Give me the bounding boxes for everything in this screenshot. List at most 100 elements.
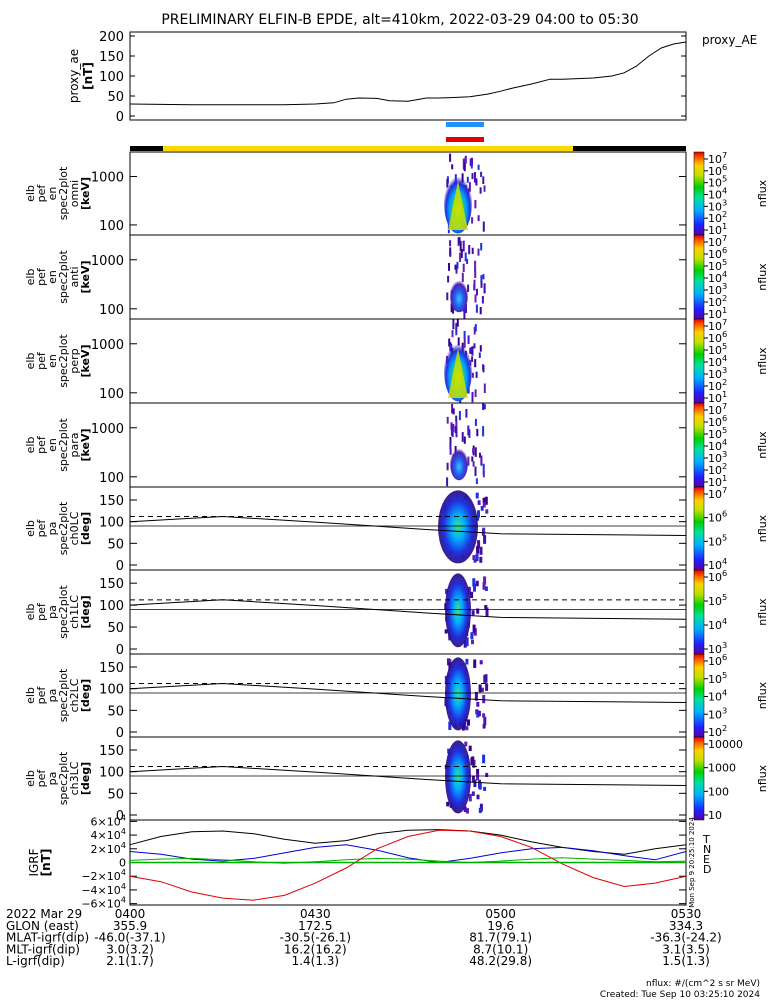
flux-speckle — [451, 404, 454, 414]
colorbar — [693, 486, 705, 571]
flux-speckle — [465, 658, 469, 665]
flux-speckle — [482, 274, 485, 280]
colorbar-label: nflux — [756, 179, 769, 207]
colorbar-tick-label: 105 — [708, 592, 727, 608]
y-tick-label: 100 — [99, 766, 124, 781]
flux-speckle — [476, 701, 480, 707]
colorbar-tick-label: 107 — [708, 317, 727, 333]
y-label-line: ch0LC — [68, 511, 81, 545]
flux-speckle — [472, 578, 476, 587]
flux-speckle — [467, 388, 470, 394]
flux-speckle — [449, 153, 452, 162]
flux-speckle — [480, 687, 484, 693]
row-value: 19.6 — [487, 919, 514, 933]
flux-speckle — [483, 185, 486, 192]
colorbar-tick-label: 104 — [708, 556, 727, 572]
y-label-line: ch3LC — [68, 761, 81, 795]
flux-speckle — [471, 247, 474, 255]
y-label-line: pef — [35, 602, 48, 621]
colorbar-tick-label: 106 — [708, 509, 727, 525]
flux-speckle — [468, 182, 471, 192]
flux-speckle — [479, 452, 481, 458]
y-tick-label: 0 — [116, 726, 124, 741]
flux-speckle — [462, 240, 465, 252]
flux-speckle — [482, 470, 485, 478]
flux-speckle — [484, 605, 488, 610]
flux-speckle — [483, 675, 487, 683]
flux-speckle — [482, 695, 486, 704]
flux-speckle — [472, 624, 476, 634]
colorbar-tick-label: 103 — [708, 197, 727, 213]
y-label-line: pef — [35, 351, 48, 370]
colorbar-tick-label: 101 — [708, 305, 727, 321]
flux-speckle — [474, 359, 477, 368]
proxy-ae-line — [129, 41, 687, 106]
flux-speckle — [484, 496, 488, 505]
flux-speckle — [473, 659, 477, 668]
y-label-line: pa — [46, 522, 59, 536]
flux-speckle — [473, 558, 477, 563]
flux-speckle — [471, 775, 475, 783]
flux-speckle — [446, 416, 449, 424]
panel-frame — [129, 151, 687, 236]
flux-speckle — [462, 263, 465, 272]
y-label-line: [deg] — [79, 679, 92, 712]
flux-speckle — [480, 280, 483, 288]
flux-speckle — [455, 322, 458, 331]
row-label: 2022 Mar 29 — [6, 907, 82, 921]
row-value: 0500 — [485, 907, 516, 921]
y-tick-label: 150 — [99, 577, 124, 592]
colorbar-label-text: nflux — [756, 764, 769, 792]
colorbar-tick-label: 103 — [708, 281, 727, 297]
colorbar-tick-label: 105 — [708, 532, 727, 548]
flux-speckle — [449, 440, 452, 446]
flux-speckle — [482, 724, 486, 729]
flux-speckle — [478, 352, 481, 359]
flux-speckle — [471, 346, 474, 356]
flux-speckle — [464, 741, 468, 747]
flux-speckle — [450, 303, 453, 313]
flux-speckle — [471, 356, 474, 362]
flux-speckle — [473, 279, 476, 291]
row-value: 1.5(1.3) — [662, 954, 710, 968]
y-tick-label: 100 — [99, 387, 124, 402]
y-label-line: pef — [35, 184, 48, 203]
y-label-line: [keV] — [79, 344, 92, 377]
series-label: proxy_AE — [702, 33, 757, 47]
flux-speckle — [449, 240, 452, 247]
flux-speckle — [468, 745, 472, 752]
flux-speckle — [482, 221, 485, 232]
flux-speckle — [474, 324, 477, 332]
flux-speckle — [465, 409, 468, 418]
panel-frame — [129, 234, 687, 320]
flux-speckle — [475, 371, 478, 378]
flux-speckle — [467, 456, 470, 466]
row-value: 355.9 — [113, 919, 147, 933]
flux-speckle — [477, 540, 481, 549]
flux-speckle — [477, 500, 481, 505]
flux-speckle — [483, 383, 486, 394]
flux-speckle — [483, 535, 487, 544]
y-tick-label: 100 — [99, 219, 124, 234]
flux-speckle — [466, 176, 469, 183]
flux-speckle — [480, 455, 483, 466]
flux-speckle — [472, 555, 476, 561]
flux-speckle — [476, 428, 479, 437]
y-tick-label: 50 — [107, 537, 124, 552]
flux-speckle — [448, 721, 452, 730]
y-tick-label: 50 — [107, 704, 124, 719]
colorbar-label-text: nflux — [756, 179, 769, 207]
flux-speckle — [482, 426, 485, 437]
flux-speckle — [479, 307, 482, 315]
flux-speckle — [449, 251, 452, 257]
flux-speckle — [467, 335, 470, 344]
flux-speckle — [476, 608, 480, 614]
flux-speckle — [482, 403, 485, 410]
colorbar-label: nflux — [756, 764, 769, 792]
flux-speckle — [471, 392, 474, 403]
y-label-line: ch2LC — [68, 678, 81, 712]
sci-bar-black — [130, 146, 163, 151]
flux-speckle — [465, 637, 469, 647]
